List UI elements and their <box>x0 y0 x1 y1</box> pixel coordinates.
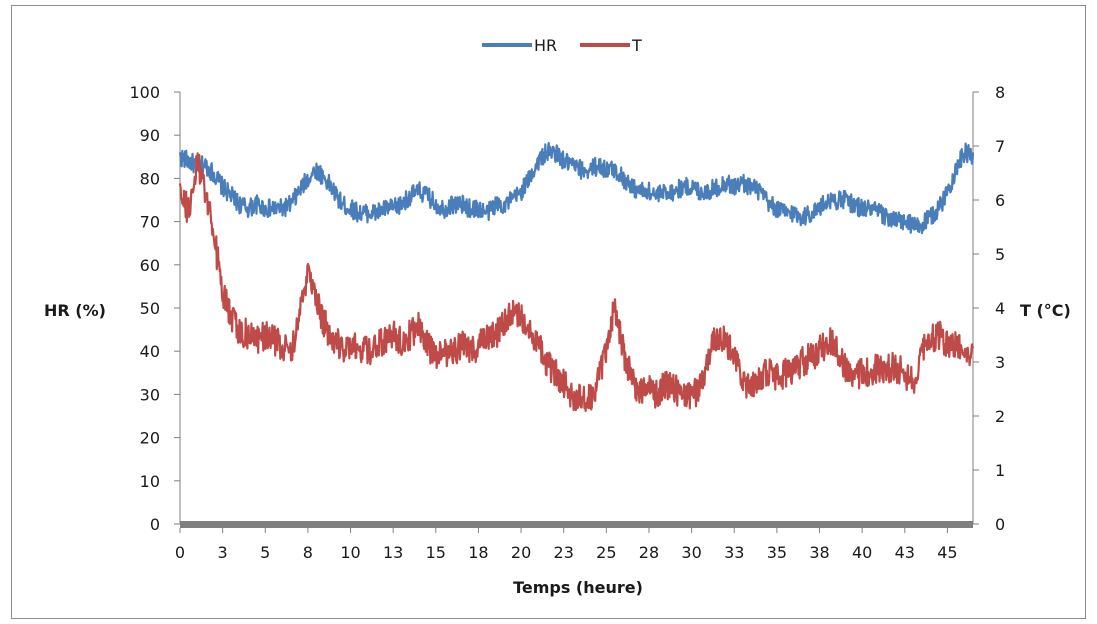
x-tick-label: 0 <box>175 543 185 562</box>
x-tick-label: 45 <box>937 543 957 562</box>
y-right-tick-label: 7 <box>995 137 1005 156</box>
y-left-tick-label: 0 <box>150 515 160 534</box>
series-line-hr <box>178 141 975 235</box>
x-tick-label: 30 <box>681 543 701 562</box>
y-left-tick-label: 40 <box>140 342 160 361</box>
legend-label-hr: HR <box>534 36 557 55</box>
y-left-tick-label: 60 <box>140 256 160 275</box>
y-right-tick-label: 1 <box>995 461 1005 480</box>
x-axis-ticks: 0 3 5 8 10 13 15 18 20 23 25 28 30 33 35 38 40 43 45 <box>175 528 958 562</box>
y-left-tick-label: 30 <box>140 385 160 404</box>
y-left-tick-label: 20 <box>140 429 160 448</box>
chart-area <box>11 5 1086 619</box>
x-tick-label: 40 <box>852 543 872 562</box>
y-right-tick-label: 0 <box>995 515 1005 534</box>
x-tick-label: 20 <box>511 543 531 562</box>
y-right-tick-label: 2 <box>995 407 1005 426</box>
x-tick-label: 3 <box>218 543 228 562</box>
y-left-tick-label: 10 <box>140 472 160 491</box>
x-tick-label: 33 <box>724 543 744 562</box>
x-tick-label: 23 <box>554 543 574 562</box>
legend: HR T <box>482 36 642 55</box>
y-left-tick-label: 100 <box>129 83 160 102</box>
x-axis-band <box>180 521 973 528</box>
x-tick-label: 35 <box>767 543 787 562</box>
x-tick-label: 43 <box>895 543 915 562</box>
y-left-tick-label: 50 <box>140 299 160 318</box>
x-tick-label: 38 <box>809 543 829 562</box>
y-left-tick-label: 90 <box>140 126 160 145</box>
x-tick-label: 28 <box>639 543 659 562</box>
y-right-tick-label: 3 <box>995 353 1005 372</box>
y-right-tick-label: 5 <box>995 245 1005 264</box>
series-line-t <box>178 152 975 412</box>
y-right-tick-label: 4 <box>995 299 1005 318</box>
y-axis-right-title: T (°C) <box>1020 301 1071 320</box>
x-tick-label: 13 <box>383 543 403 562</box>
y-left-tick-label: 80 <box>140 169 160 188</box>
y-axis-left-title: HR (%) <box>44 301 106 320</box>
y-axis-right-ticks: 0 1 2 3 4 5 6 7 8 <box>973 83 1005 534</box>
y-left-tick-label: 70 <box>140 213 160 232</box>
x-tick-label: 10 <box>340 543 360 562</box>
x-tick-label: 5 <box>260 543 270 562</box>
x-axis-title: Temps (heure) <box>513 578 643 597</box>
x-tick-label: 15 <box>426 543 446 562</box>
y-right-tick-label: 6 <box>995 191 1005 210</box>
y-axis-left-ticks: 0 10 20 30 40 50 60 70 80 90 100 <box>129 83 180 534</box>
x-tick-label: 8 <box>303 543 313 562</box>
x-tick-label: 25 <box>596 543 616 562</box>
y-right-tick-label: 8 <box>995 83 1005 102</box>
x-tick-label: 18 <box>468 543 488 562</box>
series-layer <box>178 141 975 412</box>
legend-label-t: T <box>631 36 642 55</box>
